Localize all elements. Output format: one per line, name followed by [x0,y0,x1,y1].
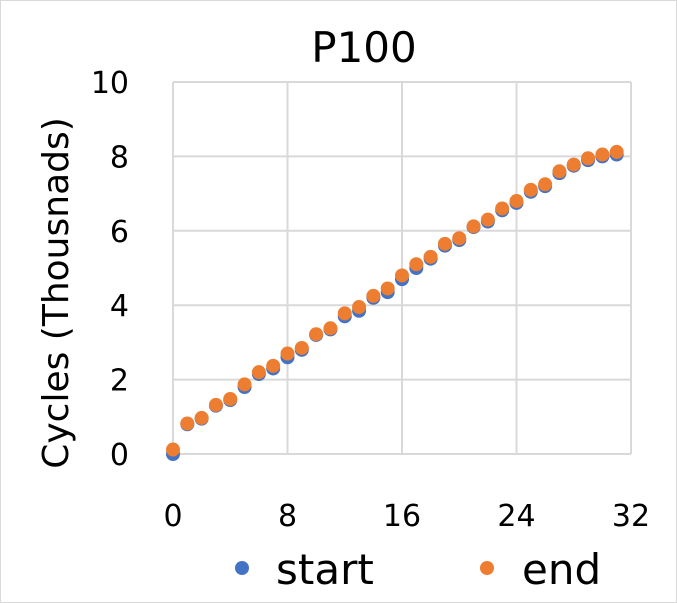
end-point [523,182,538,197]
end-point [552,164,567,179]
x-tick-label: 8 [278,499,297,534]
y-tick-label: 8 [110,140,129,175]
end-point [337,306,352,321]
end-point [180,416,195,431]
end-point [538,177,553,192]
end-point [251,365,266,380]
end-point [452,231,467,246]
legend-marker-start [235,561,249,575]
end-point [581,151,596,166]
end-point [208,397,223,412]
end-point [395,268,409,283]
x-tick-label: 16 [383,499,421,534]
gridlines [172,81,632,455]
y-tick-labels: 0 2 4 6 8 10 [91,66,129,473]
end-point [509,194,524,209]
legend: start end [235,545,601,594]
end-point [309,327,324,342]
x-tick-label: 24 [497,499,535,534]
end-point [423,249,438,264]
end-point [223,391,238,406]
end-point [237,377,252,392]
end-point [166,442,180,457]
y-tick-label: 6 [110,215,129,250]
end-point [294,340,309,355]
end-point [495,201,510,216]
chart-title: P100 [311,23,417,72]
end-point [352,300,367,315]
end-point [380,281,395,296]
x-tick-labels: 0 8 16 24 32 [163,499,650,534]
end-point [437,236,452,251]
end-point [409,257,424,272]
y-tick-label: 10 [91,66,129,101]
end-point [566,157,581,172]
y-axis-label: Cycles (Thousnads) [36,117,77,469]
legend-marker-end [480,561,494,575]
y-tick-label: 4 [110,289,129,324]
end-point [609,144,624,159]
y-tick-label: 0 [110,438,129,473]
legend-label-end: end [522,545,601,594]
x-tick-label: 32 [612,499,650,534]
end-point [466,219,481,234]
end-point [595,147,610,162]
end-point [194,410,209,425]
y-tick-label: 2 [110,364,129,399]
data-points [166,144,624,461]
x-tick-label: 0 [163,499,182,534]
end-point [366,288,381,303]
end-point [266,358,281,373]
end-point [323,321,338,336]
series-end [166,144,624,457]
end-point [280,346,295,361]
end-point [480,212,495,227]
legend-label-start: start [276,545,374,594]
